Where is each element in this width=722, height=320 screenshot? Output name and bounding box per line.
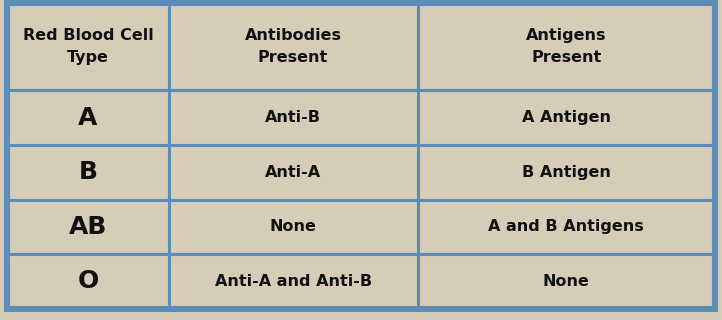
Text: A and B Antigens: A and B Antigens — [488, 220, 644, 234]
Bar — [417, 90, 715, 145]
Text: None: None — [543, 274, 590, 289]
Text: B Antigen: B Antigen — [522, 165, 611, 180]
Bar — [7, 200, 168, 254]
Bar — [7, 90, 168, 145]
Bar — [417, 200, 715, 254]
Text: Anti-A: Anti-A — [265, 165, 321, 180]
Text: Antibodies
Present: Antibodies Present — [245, 28, 342, 65]
Bar — [417, 254, 715, 309]
Bar — [168, 200, 417, 254]
Text: AB: AB — [69, 215, 107, 239]
Bar — [7, 254, 168, 309]
Bar — [168, 254, 417, 309]
Text: A Antigen: A Antigen — [522, 110, 611, 125]
Text: Antigens
Present: Antigens Present — [526, 28, 606, 65]
Bar — [7, 3, 168, 90]
Text: Anti-B: Anti-B — [265, 110, 321, 125]
Text: Anti-A and Anti-B: Anti-A and Anti-B — [214, 274, 372, 289]
Bar — [7, 145, 168, 200]
Text: O: O — [77, 269, 98, 293]
Bar — [168, 90, 417, 145]
Bar — [168, 3, 417, 90]
Text: A: A — [78, 106, 97, 130]
Bar — [168, 145, 417, 200]
Bar — [417, 145, 715, 200]
Text: None: None — [269, 220, 316, 234]
Bar — [417, 3, 715, 90]
Text: Red Blood Cell
Type: Red Blood Cell Type — [22, 28, 153, 65]
Text: B: B — [79, 160, 97, 184]
